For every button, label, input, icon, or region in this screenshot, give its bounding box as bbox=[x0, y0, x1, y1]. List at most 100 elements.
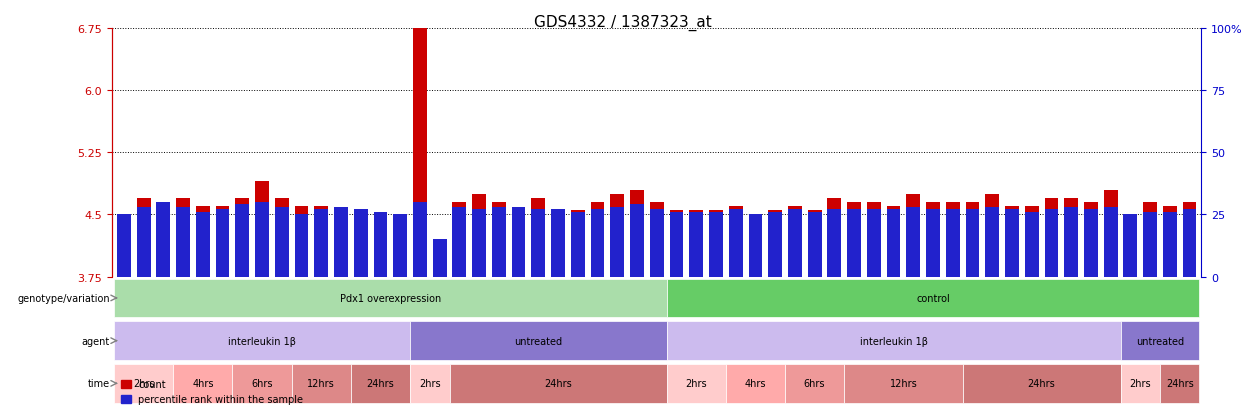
Bar bbox=[393, 223, 407, 277]
Bar bbox=[828, 198, 842, 277]
Bar bbox=[492, 207, 505, 277]
Bar bbox=[195, 212, 209, 277]
Text: 24hrs: 24hrs bbox=[1165, 378, 1194, 388]
Bar bbox=[295, 206, 309, 277]
Bar bbox=[472, 194, 486, 277]
FancyBboxPatch shape bbox=[233, 364, 291, 403]
Bar bbox=[610, 194, 624, 277]
FancyBboxPatch shape bbox=[449, 364, 666, 403]
Bar bbox=[630, 190, 644, 277]
Bar bbox=[590, 210, 604, 277]
FancyBboxPatch shape bbox=[666, 322, 1120, 360]
Bar bbox=[275, 198, 289, 277]
Bar bbox=[1005, 210, 1018, 277]
Bar bbox=[157, 211, 171, 277]
FancyBboxPatch shape bbox=[115, 364, 173, 403]
Bar bbox=[728, 206, 742, 277]
Text: 6hrs: 6hrs bbox=[804, 378, 825, 388]
Text: 2hrs: 2hrs bbox=[420, 378, 441, 388]
FancyBboxPatch shape bbox=[351, 364, 410, 403]
Text: 24hrs: 24hrs bbox=[1027, 378, 1056, 388]
Bar bbox=[847, 210, 862, 277]
Bar bbox=[906, 194, 920, 277]
Bar bbox=[215, 206, 229, 277]
Bar bbox=[512, 207, 525, 277]
Bar bbox=[1084, 210, 1098, 277]
Bar bbox=[1104, 190, 1118, 277]
Bar bbox=[452, 207, 467, 277]
Text: time: time bbox=[87, 378, 110, 388]
Bar bbox=[275, 207, 289, 277]
Bar bbox=[828, 210, 842, 277]
Bar bbox=[433, 240, 447, 277]
Bar bbox=[374, 212, 387, 277]
FancyBboxPatch shape bbox=[173, 364, 233, 403]
Bar bbox=[235, 198, 249, 277]
Bar bbox=[117, 215, 131, 277]
Bar bbox=[1163, 212, 1177, 277]
Bar bbox=[985, 194, 1000, 277]
Bar bbox=[906, 207, 920, 277]
Bar bbox=[710, 211, 723, 277]
Bar bbox=[552, 211, 565, 277]
Text: genotype/variation: genotype/variation bbox=[17, 293, 110, 303]
Bar bbox=[1025, 212, 1038, 277]
FancyBboxPatch shape bbox=[115, 279, 666, 317]
Text: GDS4332 / 1387323_at: GDS4332 / 1387323_at bbox=[534, 14, 711, 31]
Bar bbox=[926, 210, 940, 277]
Bar bbox=[532, 198, 545, 277]
FancyBboxPatch shape bbox=[666, 364, 726, 403]
Text: Pdx1 overexpression: Pdx1 overexpression bbox=[340, 293, 441, 303]
Bar bbox=[630, 205, 644, 277]
Bar bbox=[670, 211, 684, 277]
Bar bbox=[946, 210, 960, 277]
Bar bbox=[926, 202, 940, 277]
Bar bbox=[177, 198, 190, 277]
Bar bbox=[670, 212, 684, 277]
Bar bbox=[650, 202, 664, 277]
Bar bbox=[1104, 207, 1118, 277]
Bar bbox=[512, 211, 525, 277]
Bar bbox=[314, 210, 329, 277]
Bar bbox=[610, 207, 624, 277]
Bar bbox=[137, 207, 151, 277]
Bar bbox=[157, 202, 171, 277]
FancyBboxPatch shape bbox=[1120, 364, 1160, 403]
FancyBboxPatch shape bbox=[962, 364, 1120, 403]
Bar bbox=[472, 210, 486, 277]
Bar bbox=[413, 25, 427, 277]
Bar bbox=[571, 211, 585, 277]
Bar bbox=[137, 198, 151, 277]
Bar bbox=[1064, 207, 1078, 277]
Bar bbox=[847, 202, 862, 277]
Bar bbox=[334, 207, 347, 277]
Bar bbox=[215, 210, 229, 277]
FancyBboxPatch shape bbox=[410, 322, 666, 360]
Bar bbox=[571, 212, 585, 277]
FancyBboxPatch shape bbox=[844, 364, 962, 403]
Text: 2hrs: 2hrs bbox=[1129, 378, 1152, 388]
Bar bbox=[1123, 215, 1137, 277]
FancyBboxPatch shape bbox=[115, 322, 410, 360]
Bar bbox=[393, 215, 407, 277]
Bar bbox=[1163, 206, 1177, 277]
Bar bbox=[354, 210, 367, 277]
Bar bbox=[710, 212, 723, 277]
Bar bbox=[690, 211, 703, 277]
Text: 2hrs: 2hrs bbox=[686, 378, 707, 388]
FancyBboxPatch shape bbox=[1120, 322, 1199, 360]
Bar bbox=[886, 206, 900, 277]
Bar bbox=[1025, 206, 1038, 277]
FancyBboxPatch shape bbox=[291, 364, 351, 403]
Bar bbox=[748, 227, 762, 277]
Bar bbox=[314, 206, 329, 277]
Text: untreated: untreated bbox=[514, 336, 563, 346]
Bar bbox=[117, 240, 131, 277]
FancyBboxPatch shape bbox=[786, 364, 844, 403]
Bar bbox=[1084, 202, 1098, 277]
FancyBboxPatch shape bbox=[410, 364, 449, 403]
Bar bbox=[334, 215, 347, 277]
Bar bbox=[1143, 202, 1157, 277]
Bar bbox=[374, 215, 387, 277]
Bar bbox=[492, 202, 505, 277]
